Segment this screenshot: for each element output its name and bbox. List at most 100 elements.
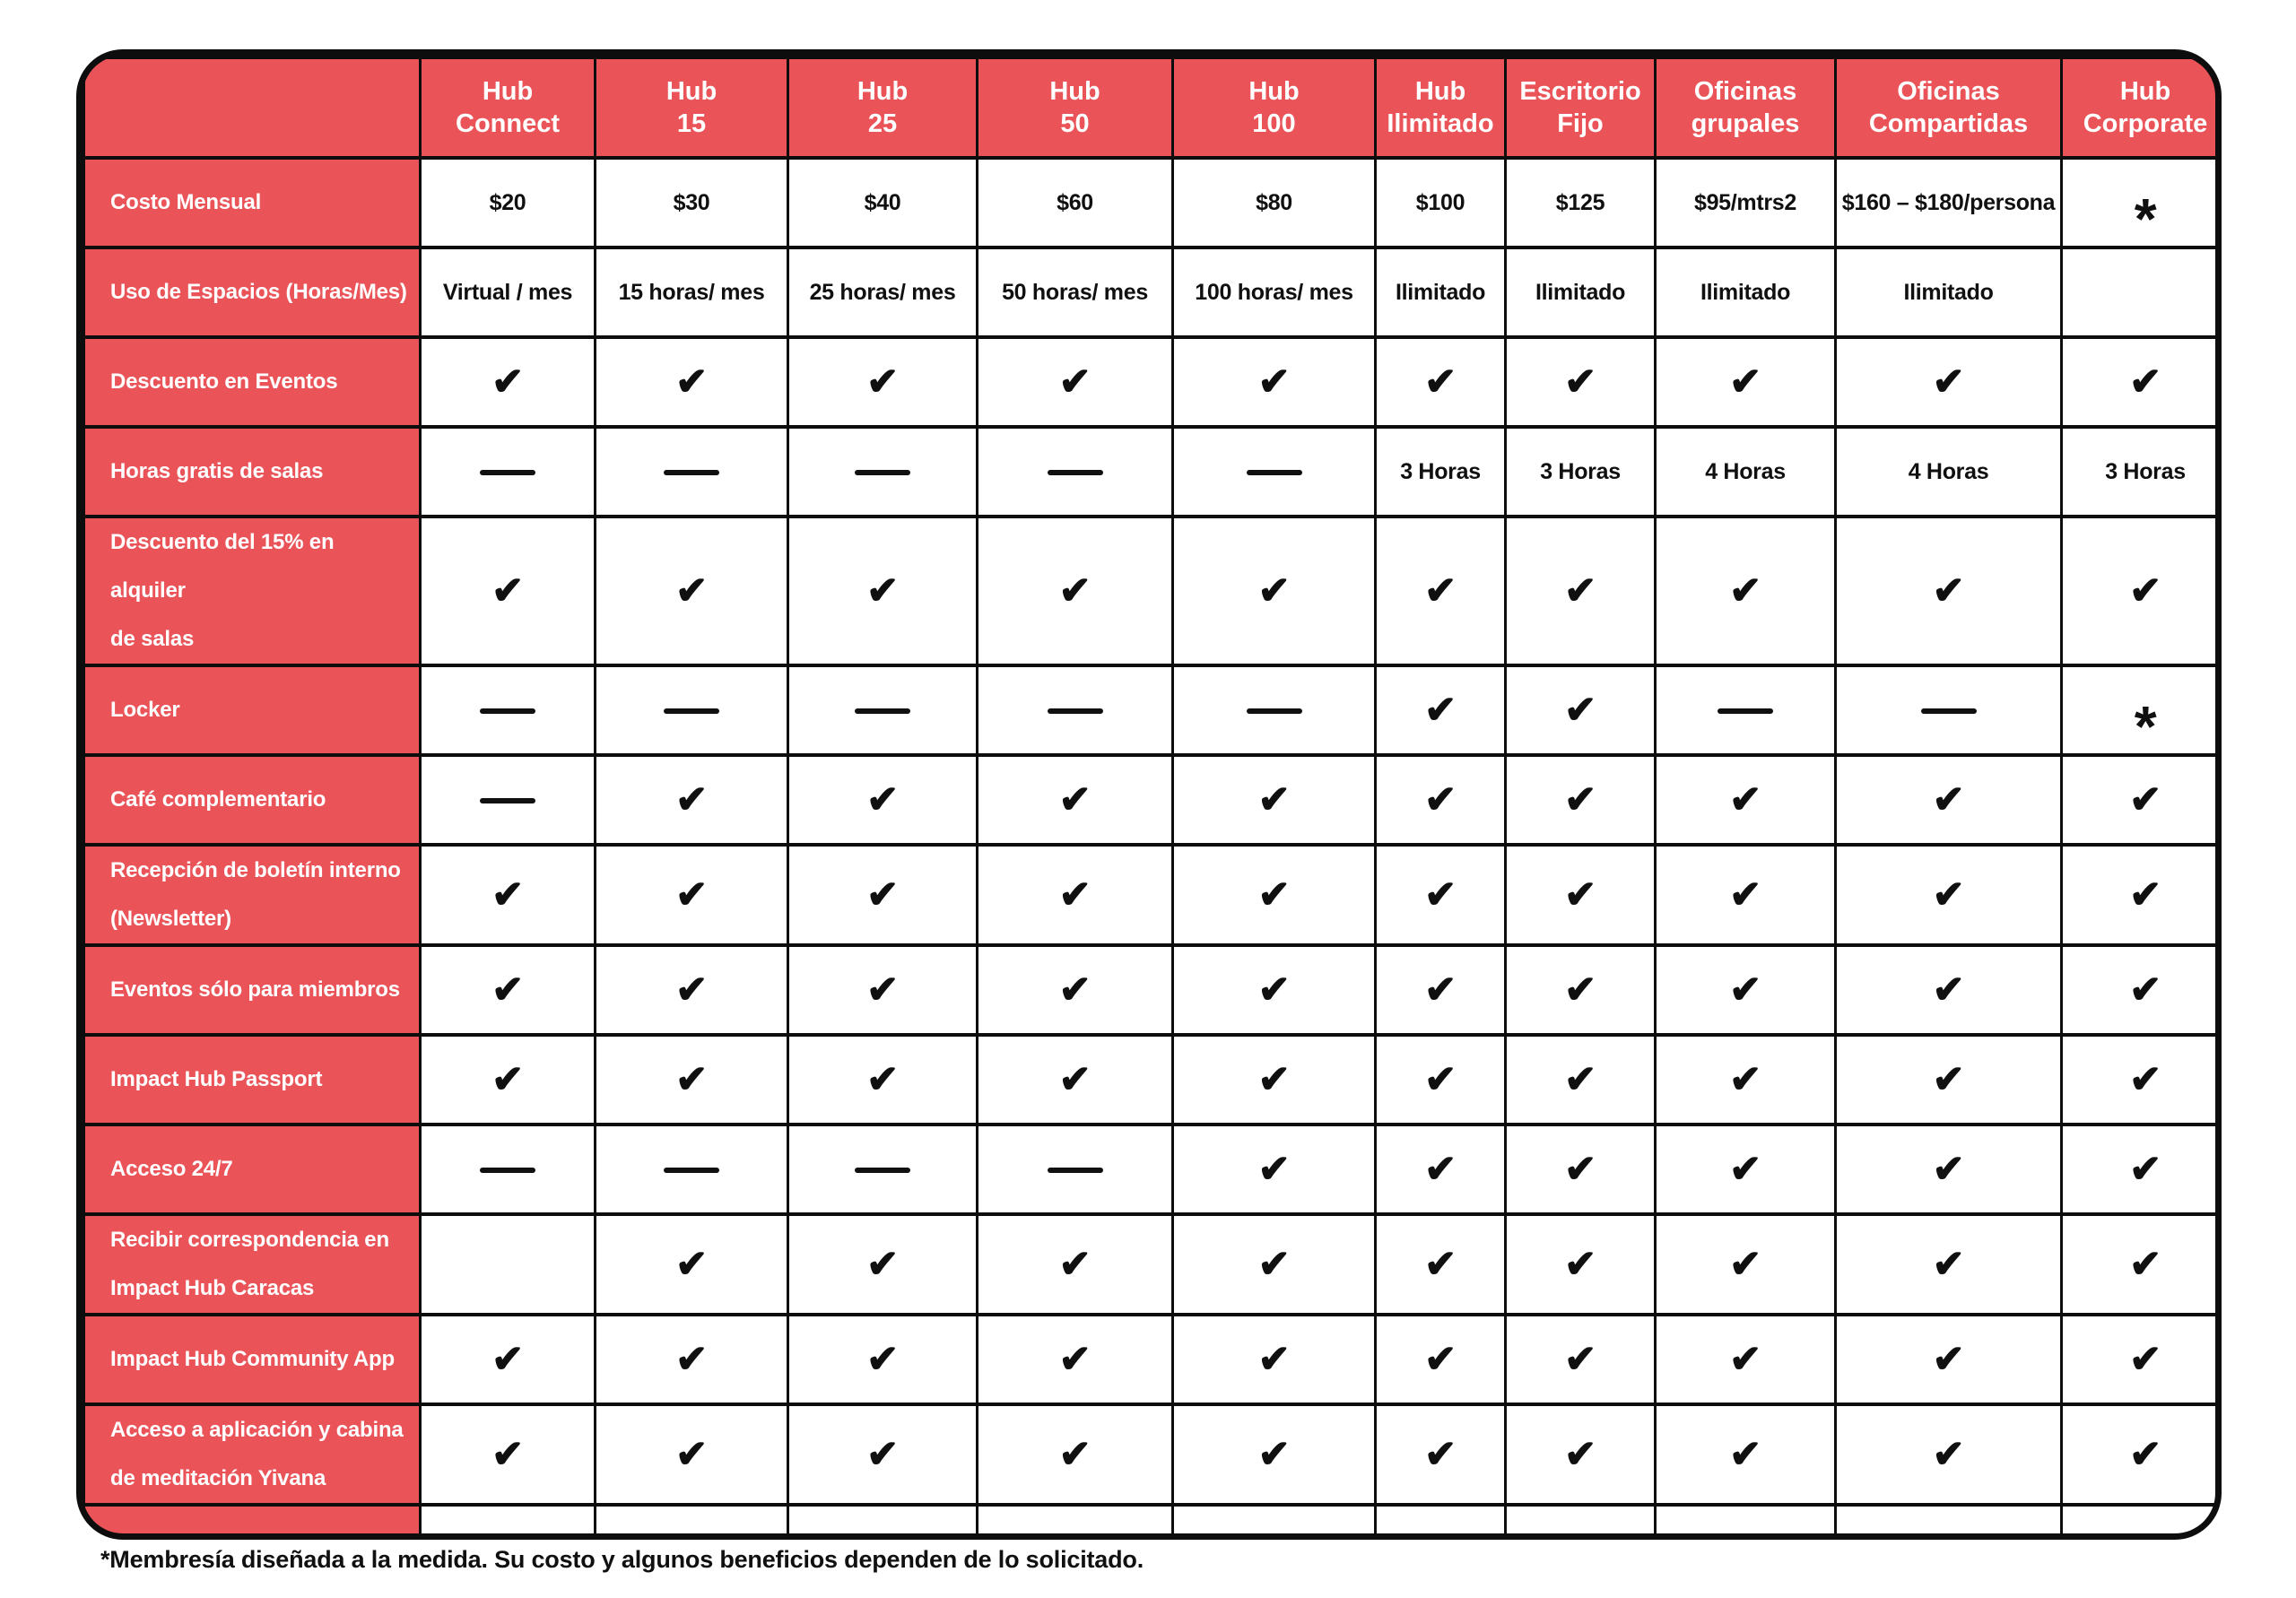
footnote: *Membresía diseñada a la medida. Su cost…: [100, 1546, 1144, 1573]
row-label: Descuento en Eventos: [83, 335, 422, 429]
column-header: Hub Ilimitado: [1374, 56, 1507, 160]
table-cell: [787, 1503, 978, 1533]
check-icon: ✔: [491, 569, 524, 612]
check-icon: ✔: [866, 1432, 899, 1476]
table-cell: [1374, 1503, 1507, 1533]
check-icon: ✔: [1729, 1337, 1761, 1381]
check-icon: ✔: [1424, 873, 1457, 916]
header-row: Hub Connect Hub 15 Hub 25 Hub 50 Hub 100 Hub …: [83, 56, 2215, 160]
table-cell: ✔: [1504, 1123, 1657, 1216]
table-cell: ✔: [1374, 1033, 1507, 1126]
table-cell: ✔: [1654, 843, 1837, 947]
row-label: Horas gratis de salas: [83, 425, 422, 518]
check-icon: ✔: [1729, 968, 1761, 1012]
table-row: Recepción de boletín interno (Newsletter…: [83, 843, 2215, 947]
cell-text: 4 Horas: [1908, 458, 1989, 484]
table-cell: ✔: [1171, 1033, 1377, 1126]
table-cell: ✔: [1504, 335, 1657, 429]
table-cell: [1171, 664, 1377, 757]
cell-text: Virtual / mes: [442, 279, 573, 305]
table-cell: ✔: [1834, 335, 2063, 429]
check-icon: ✔: [866, 968, 899, 1012]
table-cell: [594, 664, 789, 757]
table-cell: ✔: [1834, 1313, 2063, 1406]
check-icon: ✔: [1564, 1057, 1596, 1101]
cell-text: $60: [1057, 189, 1093, 215]
table-cell: Ilimitado: [1504, 246, 1657, 339]
table-cell: *: [2060, 156, 2215, 249]
cell-text: 15 horas/ mes: [618, 279, 765, 305]
table-cell: [419, 1212, 596, 1316]
table-cell: ✔: [1171, 515, 1377, 667]
table-cell: ✔: [1834, 843, 2063, 947]
table-corner-cell: [83, 56, 422, 160]
table-cell: [419, 425, 596, 518]
table-cell: ✔: [1654, 1403, 1837, 1507]
check-icon: ✔: [1058, 1242, 1091, 1286]
table-cell: Virtual / mes: [419, 246, 596, 339]
table-cell: ✔: [594, 1313, 789, 1406]
table-cell: Ilimitado: [1374, 246, 1507, 339]
check-icon: ✔: [491, 968, 524, 1012]
check-icon: ✔: [1058, 569, 1091, 612]
cell-text: Ilimitado: [1903, 279, 1994, 305]
row-label: Impact Hub Community App: [83, 1313, 422, 1406]
table-cell: ✔: [976, 515, 1174, 667]
asterisk-icon: *: [2134, 694, 2157, 755]
table-cell: ✔: [787, 753, 978, 847]
table-cell: ✔: [2060, 943, 2215, 1037]
check-icon: ✔: [2129, 1057, 2161, 1101]
table-cell: ✔: [1504, 1033, 1657, 1126]
asterisk-icon: *: [2134, 187, 2157, 248]
check-icon: ✔: [866, 1242, 899, 1286]
check-icon: ✔: [1564, 873, 1596, 916]
table-row: Descuento en Eventos ✔ ✔ ✔ ✔ ✔ ✔ ✔ ✔ ✔ ✔: [83, 335, 2215, 429]
check-icon: ✔: [1729, 1147, 1761, 1191]
table-cell: ✔: [1654, 1313, 1837, 1406]
check-icon: ✔: [491, 1432, 524, 1476]
table-cell: [2060, 1503, 2215, 1533]
check-icon: ✔: [1424, 688, 1457, 732]
check-icon: ✔: [1257, 873, 1291, 916]
check-icon: ✔: [866, 777, 899, 821]
cell-text: Ilimitado: [1535, 279, 1626, 305]
check-icon: ✔: [1424, 968, 1457, 1012]
check-icon: ✔: [1058, 1432, 1091, 1476]
table-cell: ✔: [594, 943, 789, 1037]
table-cell: 3 Horas: [1504, 425, 1657, 518]
table-cell: ✔: [1374, 515, 1507, 667]
dash-icon: [480, 708, 535, 714]
check-icon: ✔: [675, 968, 708, 1012]
check-icon: ✔: [1564, 688, 1596, 732]
table-cell: [787, 1123, 978, 1216]
column-header: Hub 100: [1171, 56, 1377, 160]
check-icon: ✔: [491, 1528, 524, 1533]
column-header: Hub 25: [787, 56, 978, 160]
table-cell: ✔: [1171, 753, 1377, 847]
table-cell: ✔: [419, 1033, 596, 1126]
row-label: Acceso 24/7: [83, 1123, 422, 1216]
check-icon: ✔: [675, 1432, 708, 1476]
table-row: Locker ✔ ✔ *: [83, 664, 2215, 757]
check-icon: ✔: [675, 1057, 708, 1101]
cell-text: $20: [489, 189, 526, 215]
check-icon: ✔: [1932, 1057, 1965, 1101]
check-icon: ✔: [866, 360, 899, 404]
table-cell: ✔: [1504, 515, 1657, 667]
check-icon: ✔: [1932, 1147, 1965, 1191]
table-header: Hub Connect Hub 15 Hub 25 Hub 50 Hub 100 Hub …: [83, 56, 2215, 160]
table-cell: $20: [419, 156, 596, 249]
table-cell: $30: [594, 156, 789, 249]
dash-icon: [480, 469, 535, 475]
check-icon: ✔: [1932, 777, 1965, 821]
dash-icon: [1246, 708, 1302, 714]
dash-icon: [664, 1167, 719, 1173]
check-icon: ✔: [675, 1337, 708, 1381]
table-cell: [1171, 425, 1377, 518]
check-icon: ✔: [2129, 1147, 2161, 1191]
check-icon: ✔: [2129, 569, 2161, 612]
check-icon: ✔: [1564, 1242, 1596, 1286]
table-cell: ✔: [594, 1403, 789, 1507]
table-cell: ✔: [2060, 753, 2215, 847]
table-cell: ✔: [1504, 753, 1657, 847]
